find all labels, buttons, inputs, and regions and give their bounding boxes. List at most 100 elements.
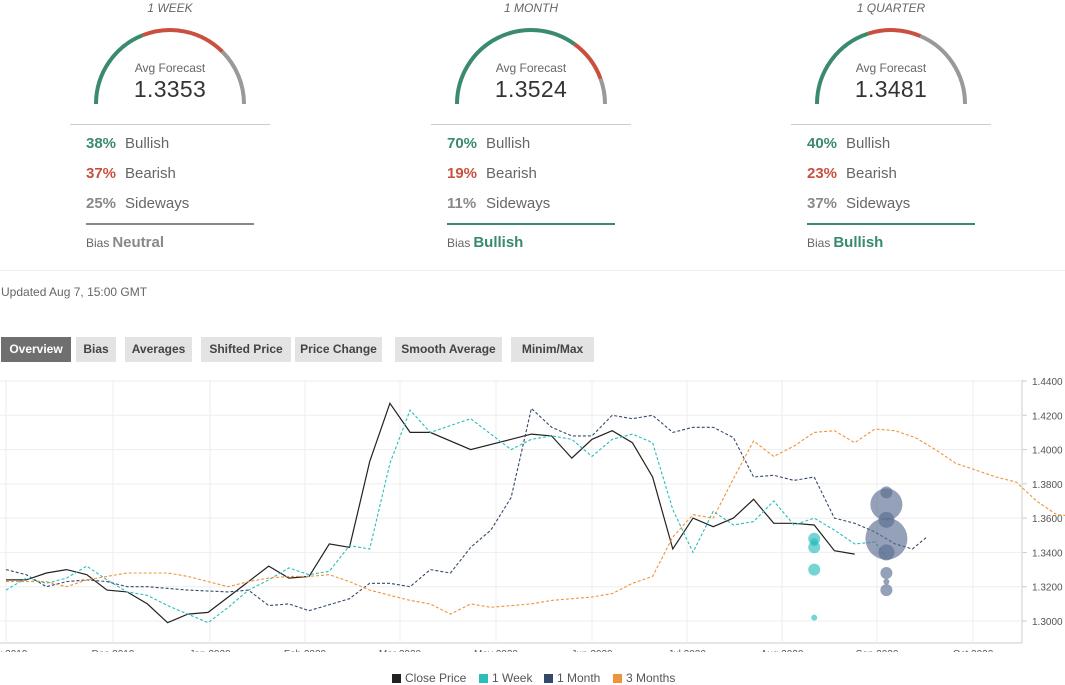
avg-forecast-label: Avg Forecast [134, 61, 206, 75]
bias-value: Bullish [473, 234, 524, 251]
bias-label: Bias [807, 236, 831, 250]
x-tick-label: Oct 2020 [953, 649, 994, 652]
bearish-row: 23% Bearish [807, 165, 897, 182]
sideways-label: Sideways [125, 195, 190, 212]
avg-forecast-value: 1.3524 [494, 76, 568, 102]
bullish-gauge-segment [815, 31, 869, 105]
x-tick-label: Nov 2019 [0, 649, 28, 652]
forecast-bubble-1-week [811, 614, 818, 621]
avg-forecast-label: Avg Forecast [495, 61, 567, 75]
bullish-label: Bullish [125, 135, 170, 152]
legend-item-1-month[interactable]: 1 Month [544, 671, 600, 685]
bias-row: Bias Bullish [807, 234, 883, 251]
series-line-1-month [5, 407, 928, 612]
y-tick-label: 1.3200 [1032, 583, 1063, 594]
forecast-bubble-1-week [808, 563, 821, 576]
bearish-label: Bearish [846, 165, 897, 182]
legend-item-3-months[interactable]: 3 Months [613, 671, 675, 685]
y-tick-label: 1.3600 [1032, 514, 1063, 525]
forecast-chart: 1.4400 1.4200 1.4000 1.3800 1.3600 1.3400 1.32… [0, 377, 1065, 652]
series-line-close-price [6, 401, 855, 624]
bearish-gauge-segment [142, 28, 224, 54]
bias-label: Bias [86, 236, 110, 250]
sideways-gauge-segment [919, 34, 967, 105]
bearish-label: Bearish [125, 165, 176, 182]
bullish-gauge-segment [94, 33, 144, 105]
bias-underline [807, 223, 975, 225]
legend-swatch [613, 674, 622, 683]
bias-underline [447, 223, 615, 225]
legend-item-1-week[interactable]: 1 Week [479, 671, 532, 685]
tab-shifted-price[interactable]: Shifted Price [201, 337, 291, 362]
bias-value: Bullish [833, 234, 884, 251]
legend-swatch [392, 674, 401, 683]
panel-divider [431, 124, 631, 125]
avg-forecast-value: 1.3481 [854, 76, 928, 102]
bias-row: Bias Neutral [86, 234, 164, 251]
sideways-label: Sideways [486, 195, 551, 212]
legend-swatch [544, 674, 553, 683]
legend-label: Close Price [405, 671, 467, 685]
forecast-bubble-1-month [865, 517, 908, 560]
bias-row: Bias Bullish [447, 234, 523, 251]
sideways-row: 11% Sideways [447, 195, 550, 212]
forecast-bubble-1-month [870, 488, 903, 521]
legend-item-close-price[interactable]: Close Price [392, 671, 466, 685]
forecast-bubble-1-month [880, 486, 893, 499]
tab-averages[interactable]: Averages [125, 337, 192, 362]
bullish-row: 40% Bullish [807, 135, 890, 152]
forecast-bubble-1-month [878, 511, 895, 528]
x-tick-label: Mar 2020 [379, 649, 422, 652]
y-tick-label: 1.4200 [1032, 411, 1063, 422]
bearish-percent: 23% [807, 165, 838, 182]
updated-timestamp: Updated Aug 7, 15:00 GMT [1, 285, 148, 299]
avg-forecast-label: Avg Forecast [855, 61, 927, 75]
avg-forecast-value: 1.3353 [133, 76, 207, 102]
x-tick-label: Feb 2020 [284, 649, 327, 652]
tab-minim-max[interactable]: Minim/Max [511, 337, 594, 362]
bearish-gauge-segment [867, 28, 922, 38]
legend-label: 3 Months [626, 671, 676, 685]
series-line-3-months [6, 428, 1065, 615]
forecast-period: 1 MONTH [504, 1, 558, 15]
forecast-bubble-1-week [808, 541, 821, 554]
tab-smooth-average[interactable]: Smooth Average [395, 337, 502, 362]
bullish-percent: 38% [86, 135, 117, 152]
sideways-label: Sideways [846, 195, 911, 212]
x-tick-label: Jan 2020 [189, 649, 231, 652]
tab-bias[interactable]: Bias [76, 337, 116, 362]
series-line-1-week [5, 409, 887, 624]
forecast-period: 1 QUARTER [856, 1, 926, 15]
bearish-row: 37% Bearish [86, 165, 176, 182]
sideways-percent: 37% [807, 195, 838, 212]
bearish-row: 19% Bearish [447, 165, 537, 182]
x-tick-label: Dec 2019 [92, 649, 135, 652]
sideways-percent: 25% [86, 195, 117, 212]
bearish-percent: 19% [447, 165, 478, 182]
bullish-percent: 40% [807, 135, 838, 152]
panel-divider [70, 124, 270, 125]
sideways-row: 37% Sideways [807, 195, 910, 212]
bearish-gauge-segment [573, 42, 603, 80]
x-tick-label: Jun 2020 [571, 649, 613, 652]
legend-label: 1 Week [492, 671, 533, 685]
bullish-percent: 70% [447, 135, 478, 152]
y-tick-label: 1.4000 [1032, 446, 1063, 457]
bullish-row: 38% Bullish [86, 135, 169, 152]
y-tick-label: 1.4400 [1032, 377, 1063, 388]
x-tick-label: Jul 2020 [668, 649, 706, 652]
forecast-bubble-1-month [878, 544, 895, 561]
tab-overview[interactable]: Overview [1, 337, 71, 362]
bullish-label: Bullish [486, 135, 531, 152]
bearish-percent: 37% [86, 165, 117, 182]
bullish-label: Bullish [846, 135, 891, 152]
sideways-row: 25% Sideways [86, 195, 189, 212]
forecast-period: 1 WEEK [147, 1, 193, 15]
bearish-label: Bearish [486, 165, 537, 182]
tab-price-change[interactable]: Price Change [295, 337, 382, 362]
x-tick-label: May 2020 [474, 649, 518, 652]
forecast-gauge [94, 28, 246, 105]
x-tick-label: Sep 2020 [856, 649, 899, 652]
bullish-gauge-segment [455, 28, 576, 105]
section-divider [0, 270, 1065, 271]
